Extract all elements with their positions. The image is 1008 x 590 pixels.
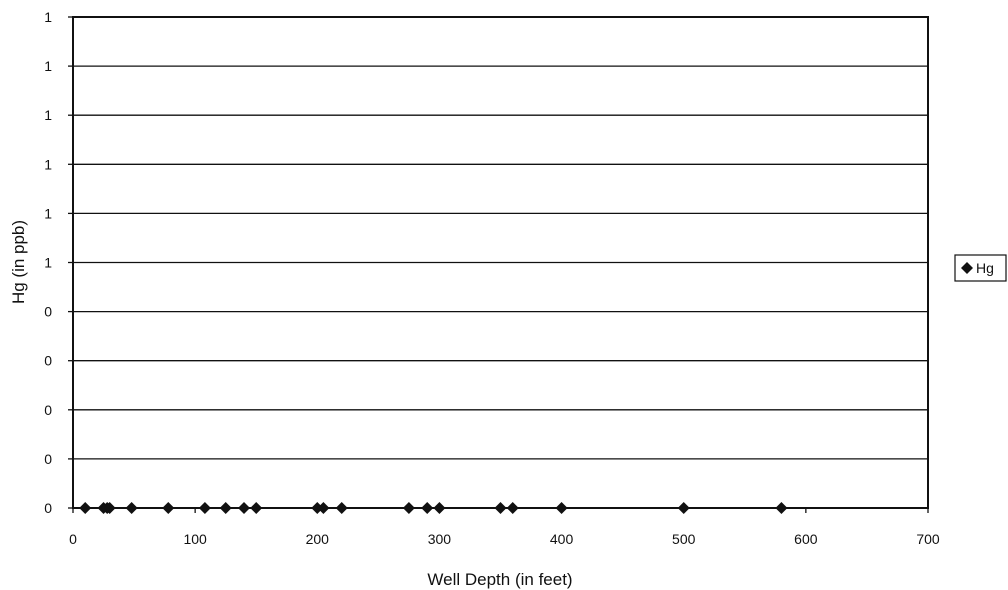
data-point-diamond	[103, 502, 116, 514]
y-tick-label: 0	[44, 304, 52, 320]
y-tick-label: 0	[44, 402, 52, 418]
y-axis-title: Hg (in ppb)	[9, 220, 28, 304]
x-tick-label: 500	[672, 531, 696, 547]
legend-marker-diamond-icon	[961, 262, 973, 274]
data-point-diamond	[219, 502, 232, 514]
legend: Hg	[954, 254, 1007, 282]
x-tick-label: 200	[306, 531, 330, 547]
x-tick-label: 700	[916, 531, 940, 547]
data-point-diamond	[421, 502, 434, 514]
x-tick-label: 0	[69, 531, 77, 547]
y-tick-label: 1	[44, 9, 52, 25]
gridlines	[73, 65, 928, 460]
y-tick-label: 1	[44, 255, 52, 271]
data-point-diamond	[506, 502, 519, 514]
y-tick-label: 1	[44, 156, 52, 172]
x-tick-label: 300	[428, 531, 452, 547]
legend-label: Hg	[976, 260, 994, 276]
x-tick-label: 600	[794, 531, 818, 547]
data-point-diamond	[162, 502, 175, 514]
y-tick-label: 0	[44, 500, 52, 516]
x-tick-label: 100	[183, 531, 207, 547]
y-tick-label: 1	[44, 107, 52, 123]
data-point-diamond	[494, 502, 507, 514]
y-tick-label: 1	[44, 205, 52, 221]
data-point-diamond	[250, 502, 263, 514]
data-point-diamond	[311, 502, 324, 514]
data-point-diamond	[433, 502, 446, 514]
y-axis-ticks: 0 0 0 0 0 1 1 1 1 1 1	[44, 9, 73, 516]
data-point-diamond	[402, 502, 415, 514]
data-point-diamond	[335, 502, 348, 514]
data-point-diamond	[238, 502, 250, 514]
data-point-diamond	[775, 502, 788, 514]
y-tick-label: 0	[44, 353, 52, 369]
data-point-diamond	[317, 502, 330, 514]
y-tick-label: 1	[44, 58, 52, 74]
data-points	[79, 502, 788, 514]
x-axis-ticks: 0 100 200 300 400 500 600 700	[69, 508, 940, 547]
x-tick-label: 400	[550, 531, 574, 547]
x-axis-title: Well Depth (in feet)	[427, 570, 572, 589]
data-point-diamond	[198, 502, 211, 514]
data-point-diamond	[125, 502, 138, 514]
y-tick-label: 0	[44, 451, 52, 467]
data-point-diamond	[555, 502, 568, 514]
data-point-diamond	[677, 502, 690, 514]
data-point-diamond	[79, 502, 92, 514]
